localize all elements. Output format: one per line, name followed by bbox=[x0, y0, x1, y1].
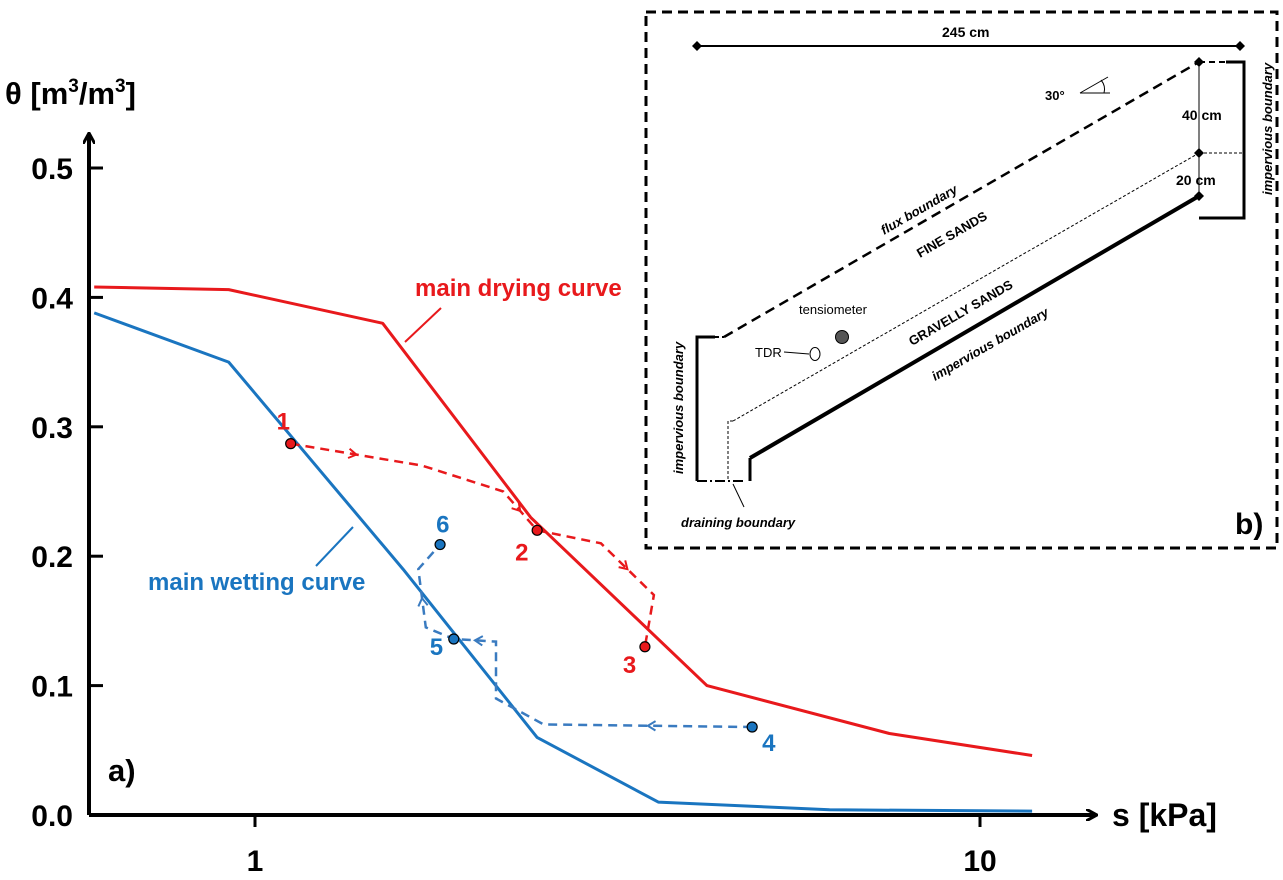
impervious-left-label: impervious boundary bbox=[671, 341, 686, 474]
impervious-right-label: impervious boundary bbox=[1260, 62, 1275, 195]
angle-marker bbox=[1079, 76, 1110, 94]
draining-leader bbox=[732, 483, 745, 508]
fine-gravelly-interface bbox=[732, 152, 1200, 422]
state-point-label-3: 3 bbox=[623, 652, 636, 679]
right-bottom-marker bbox=[1194, 191, 1204, 201]
drying-scanning-path bbox=[290, 442, 656, 648]
state-point-6 bbox=[434, 538, 446, 551]
drying-curve-label: main drying curve bbox=[415, 275, 622, 302]
flux-boundary-line bbox=[723, 60, 1200, 339]
y-tick-label: 0.3 bbox=[31, 412, 73, 445]
y-axis-label: θ [m3/m3] bbox=[5, 76, 136, 111]
depth-bottom-label: 20 cm bbox=[1176, 172, 1216, 188]
state-point-3 bbox=[639, 641, 651, 653]
tensiometer-label: tensiometer bbox=[799, 302, 868, 317]
wetting-curve-label: main wetting curve bbox=[148, 569, 365, 596]
state-point-4 bbox=[746, 721, 758, 733]
right-impervious-boundary bbox=[1199, 60, 1246, 220]
width-right-marker bbox=[1235, 41, 1245, 51]
depth-top-label: 40 cm bbox=[1182, 107, 1222, 123]
panel-a-label: a) bbox=[108, 753, 136, 788]
y-tick-label: 0.2 bbox=[31, 541, 73, 574]
inset-panel: 245 cm 40 cm 20 cm impervious boundary 3… bbox=[644, 10, 1279, 550]
impervious-bottom-line bbox=[748, 194, 1201, 460]
inset-border bbox=[644, 10, 1279, 550]
path-arrowhead bbox=[417, 596, 429, 607]
y-tick-label: 0.1 bbox=[31, 671, 73, 704]
state-point-2 bbox=[531, 524, 543, 536]
state-point-1 bbox=[285, 438, 297, 450]
tdr-leader bbox=[783, 351, 810, 355]
tdr-marker bbox=[809, 347, 821, 361]
draining-boundary-label: draining boundary bbox=[681, 515, 796, 530]
path-arrowhead bbox=[472, 635, 484, 647]
drying-curve-callout-line bbox=[404, 307, 442, 343]
path-arrowhead bbox=[645, 720, 657, 732]
main-wetting-curve-line bbox=[93, 311, 1033, 813]
y-tick-label: 0.5 bbox=[31, 153, 73, 186]
width-left-marker bbox=[692, 41, 702, 51]
path-arrowhead bbox=[347, 447, 359, 459]
x-tick-label: 10 bbox=[963, 845, 996, 878]
tdr-label: TDR bbox=[755, 345, 782, 360]
panel-b-label: b) bbox=[1235, 508, 1263, 541]
width-label: 245 cm bbox=[942, 24, 989, 40]
state-point-label-4: 4 bbox=[762, 730, 776, 757]
state-point-label-2: 2 bbox=[515, 539, 528, 566]
state-point-label-6: 6 bbox=[436, 512, 449, 539]
y-tick-label: 0.0 bbox=[31, 800, 73, 833]
state-point-5 bbox=[448, 633, 460, 645]
wetting-scanning-path bbox=[416, 543, 753, 729]
left-impervious-boundary bbox=[695, 335, 715, 481]
wetting-curve-callout-line bbox=[315, 526, 354, 567]
path-arrowhead bbox=[511, 501, 522, 513]
state-point-label-5: 5 bbox=[430, 634, 443, 661]
x-tick-label: 1 bbox=[247, 845, 264, 878]
x-axis-label: s [kPa] bbox=[1112, 797, 1217, 833]
path-arrowhead bbox=[618, 560, 629, 571]
main-drying-curve-line bbox=[94, 285, 1033, 757]
state-point-label-1: 1 bbox=[277, 409, 290, 436]
y-tick-label: 0.4 bbox=[31, 282, 73, 315]
fine-sand-left-edge bbox=[727, 420, 733, 481]
angle-label: 30° bbox=[1045, 88, 1065, 103]
tensiometer-marker bbox=[835, 330, 849, 344]
